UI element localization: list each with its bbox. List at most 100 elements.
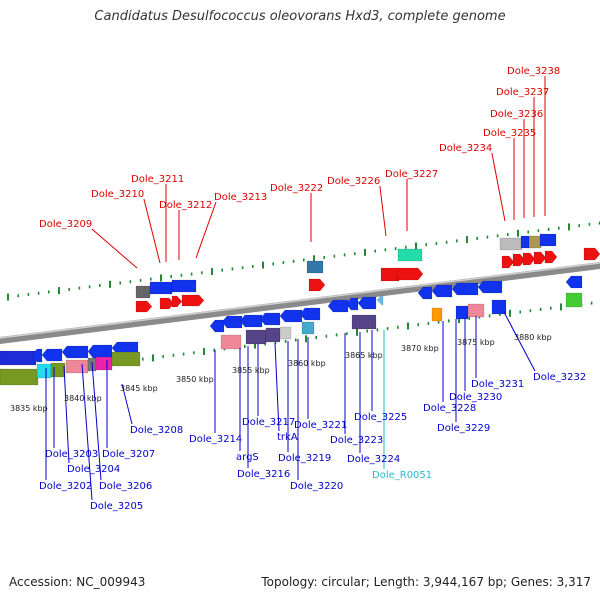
reverse-gene-feature[interactable]	[357, 296, 377, 310]
reverse-gene-feature[interactable]	[36, 363, 52, 379]
forward-gene-feature[interactable]	[522, 252, 536, 266]
reverse-gene-feature[interactable]	[431, 284, 453, 298]
reverse-gene-feature[interactable]	[376, 294, 384, 306]
gene-label-dole-3226[interactable]: Dole_3226	[327, 176, 380, 187]
gene-label-dole-3216[interactable]: Dole_3216	[237, 469, 290, 480]
gene-label-dole-3224[interactable]: Dole_3224	[347, 454, 400, 465]
gene-label-dole-3212[interactable]: Dole_3212	[159, 200, 212, 211]
gene-features[interactable]	[0, 233, 600, 386]
forward-gene-feature[interactable]	[544, 250, 558, 264]
forward-gene-feature[interactable]	[171, 295, 183, 308]
gene-label-dole-3235[interactable]: Dole_3235	[483, 128, 536, 139]
gene-label-dole-3234[interactable]: Dole_3234	[439, 143, 492, 154]
gene-label-dole-3219[interactable]: Dole_3219	[278, 453, 331, 464]
forward-gene-feature[interactable]	[149, 281, 173, 295]
gene-label-dole-3232[interactable]: Dole_3232	[533, 372, 586, 383]
forward-gene-feature[interactable]	[512, 253, 526, 267]
forward-gene-feature[interactable]	[501, 255, 515, 269]
reverse-gene-feature[interactable]	[61, 345, 89, 359]
gene-label-dole-3222[interactable]: Dole_3222	[270, 183, 323, 194]
reverse-gene-feature[interactable]	[239, 314, 263, 328]
forward-gene-feature[interactable]	[171, 279, 197, 293]
reverse-gene-feature[interactable]	[327, 299, 349, 313]
forward-gene-feature[interactable]	[499, 237, 523, 251]
gene-label-dole-3205[interactable]: Dole_3205	[90, 501, 143, 512]
reverse-gene-feature[interactable]	[95, 356, 113, 371]
reverse-gene-feature[interactable]	[0, 350, 37, 366]
reverse-gene-feature[interactable]	[301, 321, 315, 335]
forward-gene-feature[interactable]	[533, 251, 547, 265]
reverse-gene-feature[interactable]	[259, 312, 281, 326]
reverse-gene-feature[interactable]	[299, 307, 321, 321]
gene-label-dole-3228[interactable]: Dole_3228	[423, 403, 476, 414]
forward-gene-feature[interactable]	[528, 235, 542, 249]
gene-label-dole-3214[interactable]: Dole_3214	[189, 434, 242, 445]
forward-gene-feature[interactable]	[135, 285, 151, 299]
forward-gene-feature[interactable]	[135, 300, 153, 313]
reverse-gene-feature[interactable]	[417, 286, 433, 300]
forward-gene-feature[interactable]	[308, 278, 326, 292]
gene-label-dole-3213[interactable]: Dole_3213	[214, 192, 267, 203]
gene-label-dole-3227[interactable]: Dole_3227	[385, 169, 438, 180]
gene-label-dole-3236[interactable]: Dole_3236	[490, 109, 543, 120]
forward-gene-feature[interactable]	[396, 267, 424, 281]
gene-label-dole-3223[interactable]: Dole_3223	[330, 435, 383, 446]
gene-label-dole-r0051[interactable]: Dole_R0051	[372, 470, 432, 481]
reverse-gene-feature[interactable]	[87, 344, 113, 359]
reverse-gene-feature[interactable]	[565, 275, 583, 289]
gene-label-dole-3208[interactable]: Dole_3208	[130, 425, 183, 436]
gene-label-dole-3230[interactable]: Dole_3230	[449, 392, 502, 403]
reverse-gene-feature[interactable]	[111, 351, 141, 367]
gene-label-dole-3211[interactable]: Dole_3211	[131, 174, 184, 185]
reverse-gene-feature[interactable]	[455, 305, 469, 320]
reverse-gene-feature[interactable]	[50, 362, 66, 378]
forward-gene-feature[interactable]	[181, 294, 205, 307]
forward-gene-feature[interactable]	[520, 235, 530, 249]
gene-label-dole-3206[interactable]: Dole_3206	[99, 481, 152, 492]
reverse-gene-feature[interactable]	[65, 359, 89, 374]
gene-label-dole-3207[interactable]: Dole_3207	[102, 449, 155, 460]
gene-label-dole-3217[interactable]: Dole_3217	[242, 417, 295, 428]
gene-label-dole-3220[interactable]: Dole_3220	[290, 481, 343, 492]
reverse-gene-feature[interactable]	[279, 326, 292, 340]
gene-label-dole-3221[interactable]: Dole_3221	[294, 420, 347, 431]
reverse-gene-feature[interactable]	[31, 348, 43, 363]
reverse-gene-feature[interactable]	[265, 327, 281, 343]
reverse-gene-feature[interactable]	[491, 299, 507, 315]
reverse-gene-feature[interactable]	[565, 292, 583, 308]
gene-label-dole-3204[interactable]: Dole_3204	[67, 464, 120, 475]
forward-gene-feature[interactable]	[397, 248, 423, 262]
reverse-gene-feature[interactable]	[477, 280, 503, 294]
gene-label-dole-3231[interactable]: Dole_3231	[471, 379, 524, 390]
reverse-gene-feature[interactable]	[220, 334, 242, 350]
gene-label-dole-3203[interactable]: Dole_3203	[45, 449, 98, 460]
reverse-gene-feature[interactable]	[245, 329, 267, 345]
gene-label-dole-3209[interactable]: Dole_3209	[39, 219, 92, 230]
forward-gene-feature[interactable]	[583, 247, 600, 261]
reverse-gene-feature[interactable]	[345, 297, 359, 311]
gene-label-dole-3237[interactable]: Dole_3237	[496, 87, 549, 98]
gene-label-dole-3202[interactable]: Dole_3202	[39, 481, 92, 492]
forward-gene-feature[interactable]	[306, 260, 324, 274]
reverse-gene-feature[interactable]	[209, 319, 225, 333]
reverse-gene-feature[interactable]	[221, 315, 243, 329]
forward-gene-feature[interactable]	[539, 233, 557, 247]
gene-label-trka[interactable]: trkA	[277, 432, 298, 443]
gene-label-dole-3210[interactable]: Dole_3210	[91, 189, 144, 200]
reverse-gene-feature[interactable]	[467, 303, 485, 318]
reverse-gene-feature[interactable]	[279, 309, 303, 323]
forward-gene-feature[interactable]	[159, 297, 175, 310]
reverse-gene-feature[interactable]	[451, 282, 479, 296]
reverse-gene-feature[interactable]	[431, 307, 443, 322]
forward-gene-feature[interactable]	[380, 267, 400, 282]
reverse-gene-feature[interactable]	[41, 348, 63, 362]
gene-label-args[interactable]: argS	[236, 452, 259, 463]
reverse-gene-feature[interactable]	[0, 368, 39, 386]
gene-label-dole-3229[interactable]: Dole_3229	[437, 423, 490, 434]
gene-label-dole-3238[interactable]: Dole_3238	[507, 66, 560, 77]
reverse-gene-feature[interactable]	[351, 314, 377, 330]
gene-labels[interactable]: Dole_3209Dole_3210Dole_3211Dole_3212Dole…	[39, 66, 586, 512]
kbp-ruler-label: 3845 kbp	[120, 384, 158, 393]
gene-label-dole-3225[interactable]: Dole_3225	[354, 412, 407, 423]
